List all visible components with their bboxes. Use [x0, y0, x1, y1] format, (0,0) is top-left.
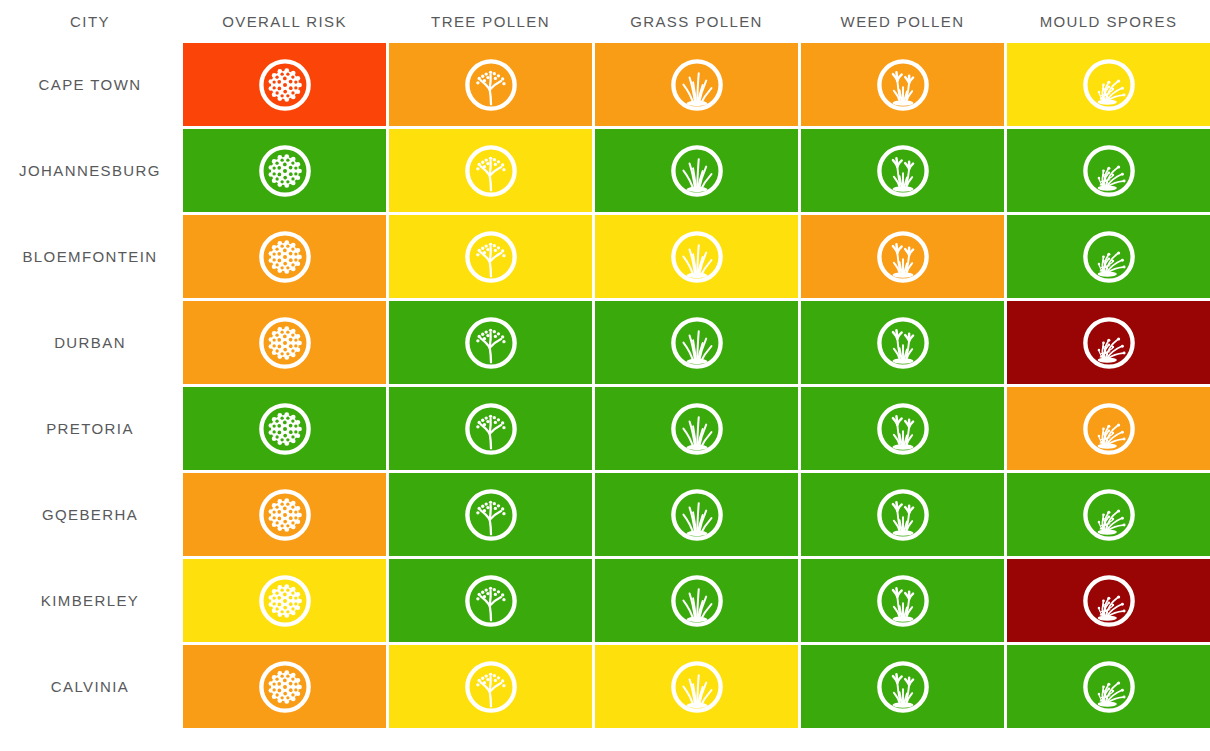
grass-icon [669, 57, 725, 113]
column-header-overall-risk: OVERALL RISK [183, 13, 386, 30]
tree-risk-cell [389, 129, 592, 212]
table-header: CITY OVERALL RISK TREE POLLEN GRASS POLL… [0, 0, 1210, 43]
mould-spores-icon [1081, 487, 1137, 543]
grass-icon [669, 143, 725, 199]
pollen-grain-icon [257, 315, 313, 371]
weed-icon [875, 573, 931, 629]
grass-icon [669, 659, 725, 715]
tree-risk-cell [389, 215, 592, 298]
tree-risk-cell [389, 301, 592, 384]
weed-icon [875, 659, 931, 715]
weed-risk-cell [801, 387, 1004, 470]
column-header-grass-pollen: GRASS POLLEN [595, 13, 798, 30]
grass-risk-cell [595, 129, 798, 212]
pollen-grain-icon [257, 401, 313, 457]
weed-risk-cell [801, 559, 1004, 642]
weed-risk-cell [801, 43, 1004, 126]
weed-icon [875, 401, 931, 457]
tree-icon [463, 143, 519, 199]
weed-icon [875, 143, 931, 199]
mould-spores-icon [1081, 401, 1137, 457]
tree-icon [463, 57, 519, 113]
pollen-grain-icon [257, 143, 313, 199]
pollen-grain-icon [257, 229, 313, 285]
mould-spores-risk-cell [1007, 43, 1210, 126]
weed-risk-cell [801, 301, 1004, 384]
mould-spores-risk-cell [1007, 473, 1210, 556]
city-label: GQEBERHA [0, 473, 180, 556]
grass-risk-cell [595, 387, 798, 470]
mould-spores-icon [1081, 315, 1137, 371]
grass-icon [669, 229, 725, 285]
pollen-grain-risk-cell [183, 387, 386, 470]
city-label: DURBAN [0, 301, 180, 384]
pollen-grain-risk-cell [183, 645, 386, 728]
column-header-mould-spores: MOULD SPORES [1007, 13, 1210, 30]
column-header-weed-pollen: WEED POLLEN [801, 13, 1004, 30]
tree-icon [463, 315, 519, 371]
tree-icon [463, 229, 519, 285]
column-header-city: CITY [0, 13, 180, 30]
tree-risk-cell [389, 387, 592, 470]
column-header-tree-pollen: TREE POLLEN [389, 13, 592, 30]
grass-risk-cell [595, 215, 798, 298]
pollen-grain-icon [257, 57, 313, 113]
mould-spores-icon [1081, 659, 1137, 715]
city-label: KIMBERLEY [0, 559, 180, 642]
grass-risk-cell [595, 301, 798, 384]
grass-icon [669, 401, 725, 457]
tree-icon [463, 573, 519, 629]
mould-spores-risk-cell [1007, 645, 1210, 728]
weed-icon [875, 487, 931, 543]
mould-spores-risk-cell [1007, 215, 1210, 298]
grass-icon [669, 315, 725, 371]
pollen-grain-risk-cell [183, 301, 386, 384]
city-label: JOHANNESBURG [0, 129, 180, 212]
tree-risk-cell [389, 473, 592, 556]
pollen-risk-table: CITY OVERALL RISK TREE POLLEN GRASS POLL… [0, 0, 1210, 728]
weed-icon [875, 315, 931, 371]
tree-risk-cell [389, 559, 592, 642]
city-label: PRETORIA [0, 387, 180, 470]
tree-icon [463, 659, 519, 715]
mould-spores-risk-cell [1007, 559, 1210, 642]
pollen-grain-risk-cell [183, 473, 386, 556]
mould-spores-icon [1081, 57, 1137, 113]
city-label: CAPE TOWN [0, 43, 180, 126]
mould-spores-risk-cell [1007, 129, 1210, 212]
pollen-grain-icon [257, 573, 313, 629]
table-body: CAPE TOWNJOHANNESBURGBLOEMFONTEINDURBANP… [0, 43, 1210, 728]
grass-risk-cell [595, 645, 798, 728]
city-label: CALVINIA [0, 645, 180, 728]
pollen-grain-risk-cell [183, 129, 386, 212]
grass-risk-cell [595, 473, 798, 556]
mould-spores-icon [1081, 143, 1137, 199]
weed-risk-cell [801, 645, 1004, 728]
mould-spores-risk-cell [1007, 387, 1210, 470]
grass-icon [669, 487, 725, 543]
mould-spores-icon [1081, 573, 1137, 629]
weed-risk-cell [801, 473, 1004, 556]
tree-icon [463, 401, 519, 457]
mould-spores-risk-cell [1007, 301, 1210, 384]
mould-spores-icon [1081, 229, 1137, 285]
weed-risk-cell [801, 215, 1004, 298]
weed-icon [875, 229, 931, 285]
city-label: BLOEMFONTEIN [0, 215, 180, 298]
pollen-grain-risk-cell [183, 215, 386, 298]
pollen-grain-icon [257, 487, 313, 543]
grass-risk-cell [595, 43, 798, 126]
tree-icon [463, 487, 519, 543]
weed-icon [875, 57, 931, 113]
tree-risk-cell [389, 43, 592, 126]
tree-risk-cell [389, 645, 592, 728]
pollen-grain-risk-cell [183, 43, 386, 126]
weed-risk-cell [801, 129, 1004, 212]
grass-risk-cell [595, 559, 798, 642]
grass-icon [669, 573, 725, 629]
pollen-grain-risk-cell [183, 559, 386, 642]
pollen-grain-icon [257, 659, 313, 715]
